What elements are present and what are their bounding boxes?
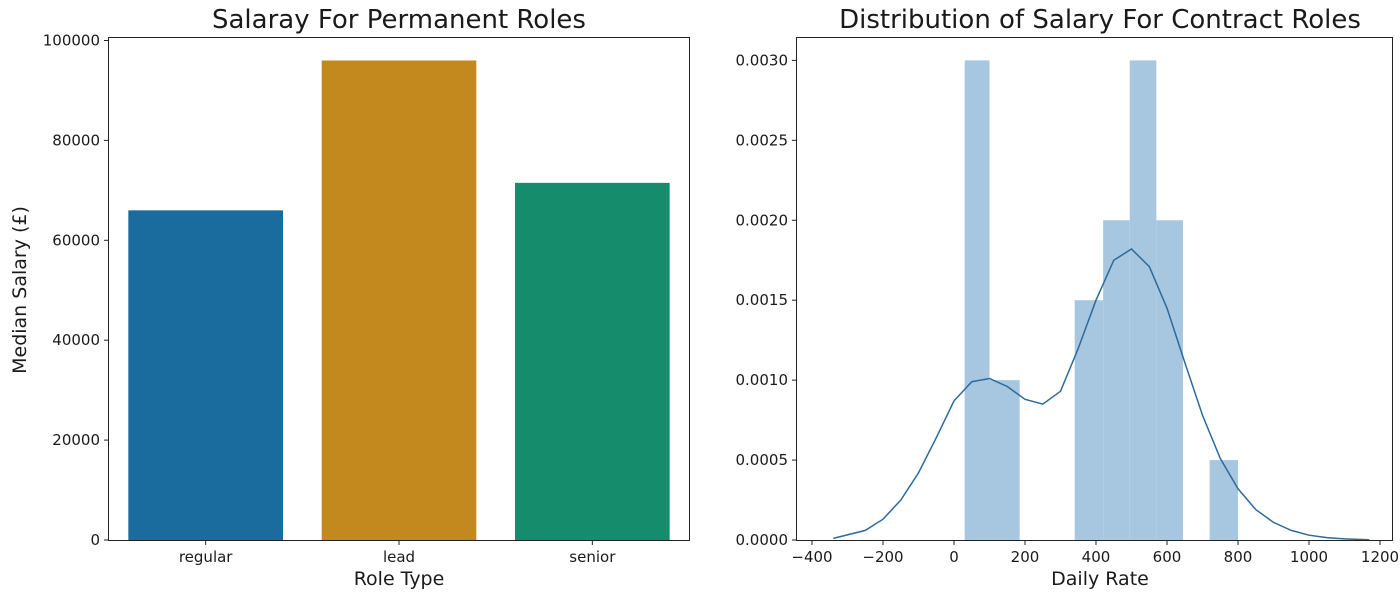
bar-chart-bars — [128, 60, 670, 541]
bar-chart-x-axis-label: Role Type — [354, 568, 445, 590]
y-tick-label: 60000 — [52, 231, 100, 249]
histogram-frame — [796, 37, 1393, 541]
y-tick-label: 0.0005 — [736, 451, 789, 469]
bar-chart-panel: Salaray For Permanent Roles Median Salar… — [9, 5, 690, 590]
y-tick-label: 40000 — [52, 331, 100, 349]
bar-regular — [128, 210, 283, 540]
y-tick-label: 0 — [90, 531, 100, 549]
bar-chart-y-axis-label: Median Salary (£) — [9, 206, 31, 374]
x-tick-label: 600 — [1153, 548, 1182, 566]
bar-senior — [515, 182, 670, 541]
histogram-bars — [964, 60, 1238, 541]
histogram-bin — [1129, 60, 1157, 540]
y-tick-label: 100000 — [43, 31, 100, 49]
bar-chart-frame — [108, 37, 690, 541]
x-tick-label: 0 — [949, 548, 959, 566]
histogram-bin — [989, 380, 1020, 540]
x-tick-label: 400 — [1082, 548, 1111, 566]
histogram-x-ticks: −400 −200 0 200 400 600 800 1000 1200 — [791, 540, 1399, 566]
x-tick-label-regular: regular — [179, 548, 233, 566]
y-tick-label: 0.0010 — [736, 371, 789, 389]
y-tick-label: 80000 — [52, 131, 100, 149]
y-tick-label: 0.0020 — [736, 211, 789, 229]
bar-chart-title: Salaray For Permanent Roles — [212, 5, 586, 35]
x-tick-label: 800 — [1224, 548, 1253, 566]
x-tick-label: −400 — [791, 548, 832, 566]
histogram-panel: Distribution of Salary For Contract Role… — [736, 5, 1400, 590]
y-tick-label: 0.0030 — [736, 51, 789, 69]
y-tick-label: 0.0015 — [736, 291, 789, 309]
bar-lead — [321, 60, 477, 541]
histogram-bin — [1074, 300, 1104, 540]
histogram-title: Distribution of Salary For Contract Role… — [839, 5, 1361, 35]
bar-chart-x-ticks: regular lead senior — [179, 540, 616, 566]
x-tick-label-senior: senior — [569, 548, 616, 566]
histogram-bin — [1103, 220, 1130, 541]
x-tick-label: 1200 — [1361, 548, 1399, 566]
histogram-bin — [1209, 460, 1238, 540]
x-tick-label: 1000 — [1290, 548, 1328, 566]
y-tick-label: 0.0000 — [736, 531, 789, 549]
histogram-x-axis-label: Daily Rate — [1051, 568, 1149, 590]
x-tick-label: 200 — [1011, 548, 1040, 566]
x-tick-label: −200 — [862, 548, 903, 566]
bar-chart-y-ticks: 0 20000 40000 60000 80000 100000 — [43, 31, 109, 549]
histogram-bin — [1156, 220, 1183, 541]
kde-curve — [833, 248, 1370, 541]
y-tick-label: 20000 — [52, 431, 100, 449]
y-tick-label: 0.0025 — [736, 131, 789, 149]
histogram-bin — [964, 60, 990, 540]
x-tick-label-lead: lead — [383, 548, 415, 566]
histogram-y-ticks: 0.0000 0.0005 0.0010 0.0015 0.0020 0.0025 0.00… — [736, 51, 797, 549]
